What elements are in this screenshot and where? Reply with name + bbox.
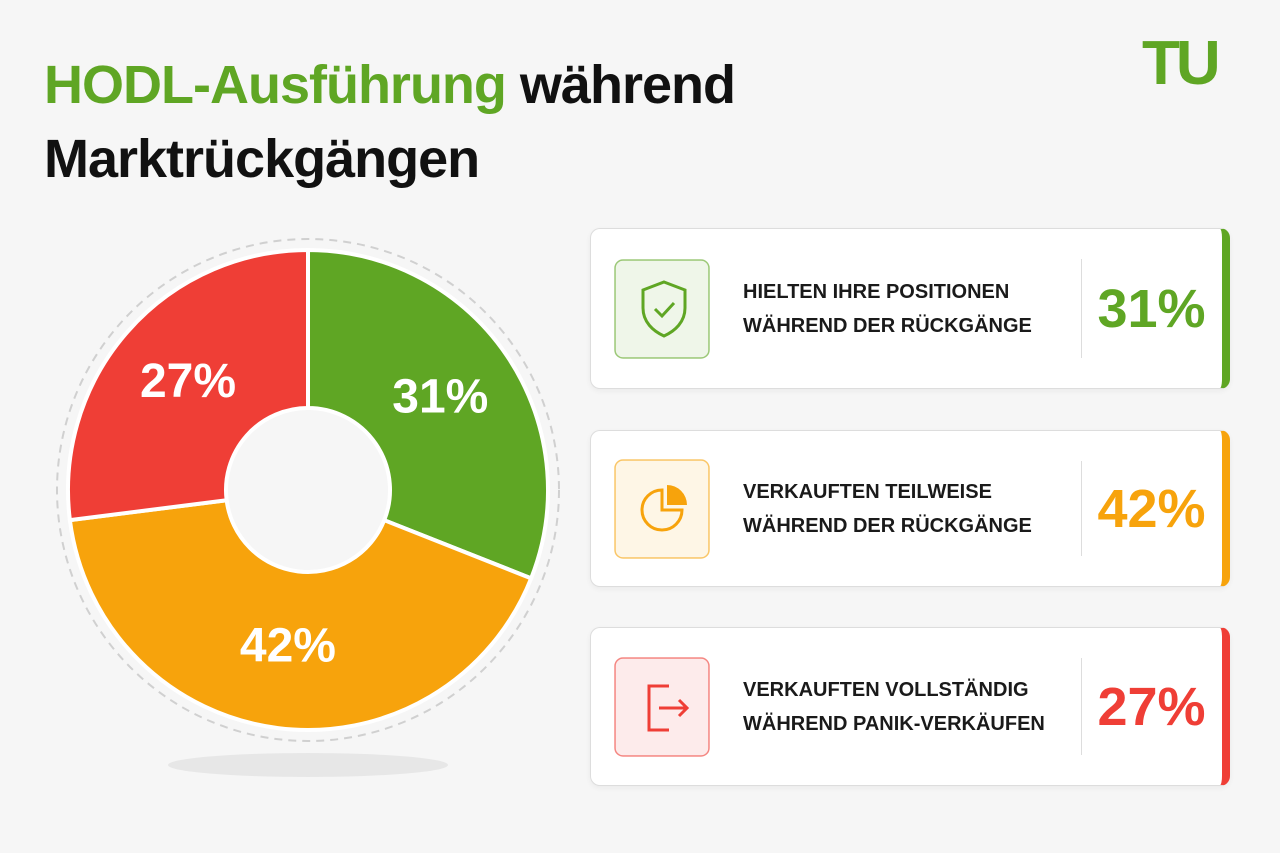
legend-label: VERKAUFTEN TEILWEISE WÄHREND DER RÜCKGÄN… xyxy=(743,480,1032,537)
legend-value: 27% xyxy=(1097,676,1206,737)
legend-card: VERKAUFTEN TEILWEISE WÄHREND DER RÜCKGÄN… xyxy=(590,430,1230,587)
chart-title: HODL-Ausführung während Marktrückgängen xyxy=(44,48,834,196)
legend-label: VERKAUFTEN VOLLSTÄNDIG WÄHREND PANIK-VER… xyxy=(743,678,1045,735)
legend-card: VERKAUFTEN VOLLSTÄNDIG WÄHREND PANIK-VER… xyxy=(590,627,1230,786)
dashed-ring xyxy=(56,238,560,742)
legend-value: 31% xyxy=(1097,278,1206,339)
shadow xyxy=(168,753,448,777)
donut-segment xyxy=(66,247,310,523)
legend-value: 42% xyxy=(1097,478,1206,539)
donut-chart: 31% 42% 27% xyxy=(56,238,560,777)
segment-label: 27% xyxy=(140,355,236,408)
divider xyxy=(1081,658,1082,755)
icon xyxy=(614,458,710,559)
logo: TU xyxy=(1142,29,1221,98)
segment-label: 31% xyxy=(392,371,488,424)
divider xyxy=(1081,259,1082,358)
icon xyxy=(614,258,710,359)
title-highlight: HODL-Ausführung xyxy=(44,55,507,115)
legend-card: HIELTEN IHRE POSITIONEN WÄHREND DER RÜCK… xyxy=(590,228,1230,389)
divider xyxy=(1081,461,1082,556)
segment-label: 42% xyxy=(240,619,336,672)
donut-segment xyxy=(306,247,550,581)
icon xyxy=(614,656,710,757)
donut-segment xyxy=(67,498,534,732)
title-rest: während Marktrückgängen xyxy=(44,55,736,189)
legend-label: HIELTEN IHRE POSITIONEN WÄHREND DER RÜCK… xyxy=(743,280,1032,337)
